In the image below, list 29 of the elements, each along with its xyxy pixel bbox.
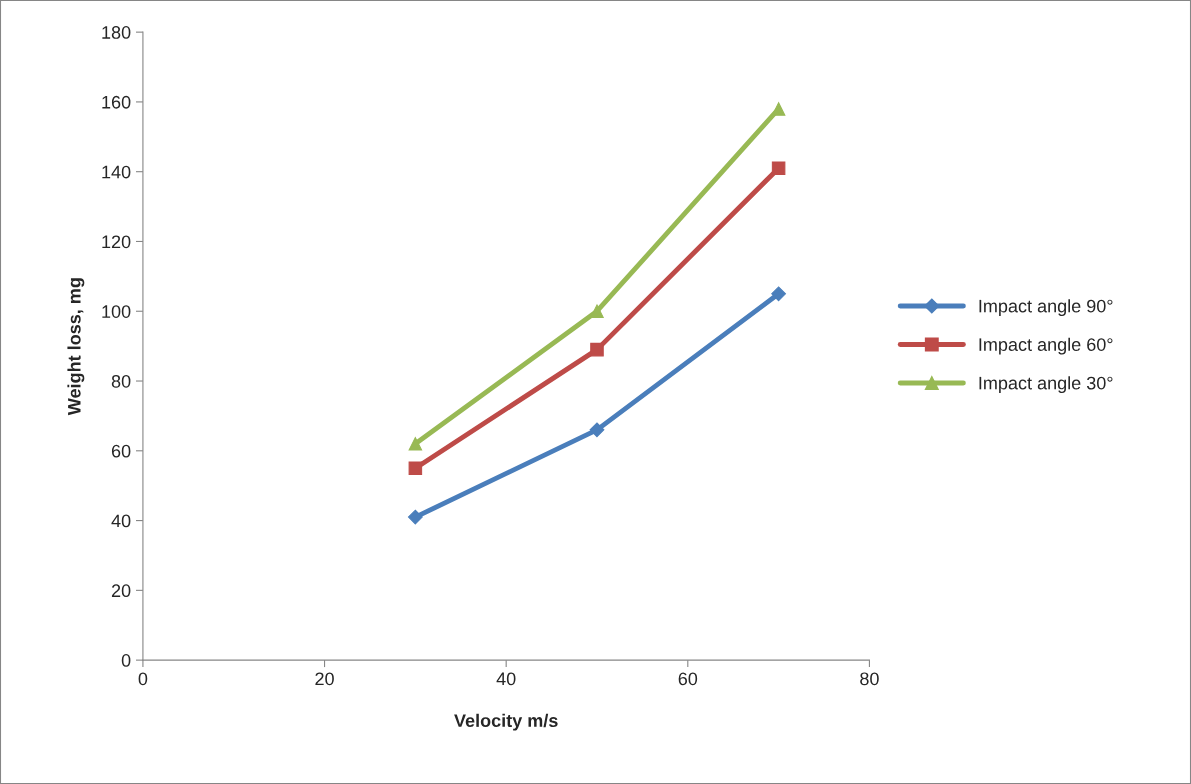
y-axis-title: Weight loss, mg [67,278,85,416]
x-tick-label: 40 [496,672,516,686]
point [589,422,605,438]
y-tick-label: 60 [111,444,131,458]
point [407,509,423,525]
point [771,161,786,175]
y-tick-label: 140 [102,165,131,179]
point [408,461,423,476]
y-tick-label: 180 [102,26,131,39]
x-tick-label: 20 [315,672,334,686]
x-tick-label: 0 [138,672,148,686]
x-tick-label: 80 [860,672,879,686]
y-tick-label: 20 [111,584,131,598]
y-tick-label: 120 [102,235,131,249]
y-tick-label: 80 [111,374,131,388]
x-axis-title: Velocity m/s [454,713,558,731]
x-tick-label: 60 [678,672,698,686]
legend-label: Impact angle 30° [979,376,1113,394]
point [590,342,604,357]
point [408,437,423,451]
y-tick-label: 160 [102,95,131,109]
y-tick-label: 40 [111,514,131,528]
legend-label: Impact angle 90° [979,299,1113,317]
legend-label: Impact angle 60° [979,337,1113,355]
point [590,304,604,319]
point [771,102,786,116]
point [771,286,787,302]
y-tick-label: 0 [121,654,131,667]
y-tick-label: 100 [102,305,131,318]
